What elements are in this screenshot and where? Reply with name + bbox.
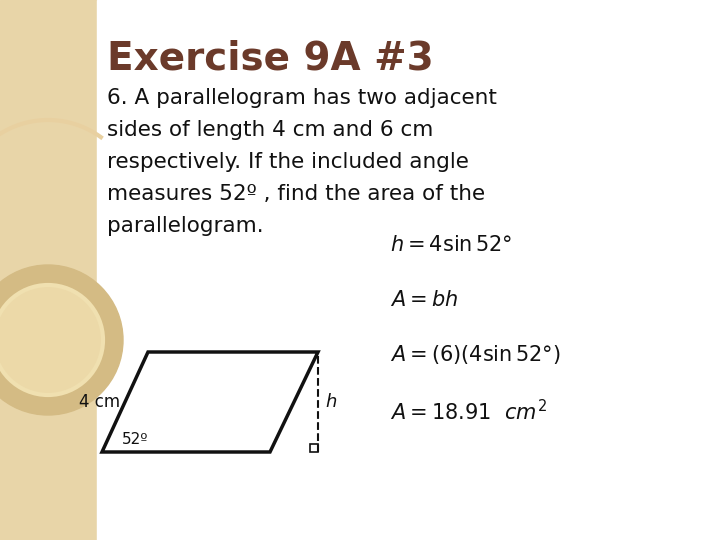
Text: $A = 18.91 \ \ cm^2$: $A = 18.91 \ \ cm^2$ — [390, 400, 547, 424]
Circle shape — [0, 285, 103, 395]
Text: $h = 4\sin 52°$: $h = 4\sin 52°$ — [390, 235, 513, 255]
Bar — [0, 0, 97, 540]
Text: Exercise 9A #3: Exercise 9A #3 — [107, 40, 433, 78]
Text: h: h — [325, 393, 336, 411]
Circle shape — [0, 265, 123, 415]
Text: 6. A parallelogram has two adjacent: 6. A parallelogram has two adjacent — [107, 88, 497, 108]
Bar — [310, 444, 318, 452]
Text: $A = bh$: $A = bh$ — [390, 290, 458, 310]
Text: sides of length 4 cm and 6 cm: sides of length 4 cm and 6 cm — [107, 120, 433, 140]
Text: 4 cm: 4 cm — [79, 393, 120, 411]
Bar — [97, 0, 720, 540]
Text: respectively. If the included angle: respectively. If the included angle — [107, 152, 469, 172]
Text: 52º: 52º — [122, 432, 148, 447]
Text: $A = (6)(4\sin 52°)$: $A = (6)(4\sin 52°)$ — [390, 343, 561, 367]
Text: parallelogram.: parallelogram. — [107, 216, 264, 236]
Text: measures 52º , find the area of the: measures 52º , find the area of the — [107, 184, 485, 204]
